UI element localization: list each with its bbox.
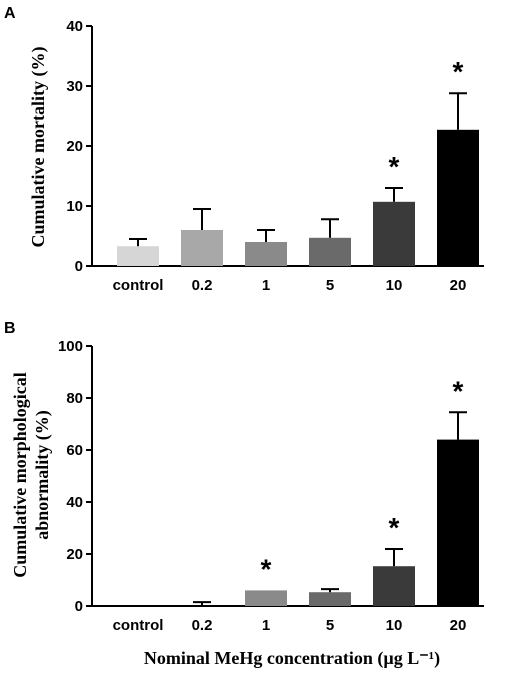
panel-0-bar [245, 242, 287, 266]
panel-b-y-axis-label-line1: Cumulative morphological [10, 372, 30, 578]
panel-0-y-tick-label: 0 [75, 258, 83, 275]
panel-b-x-axis-label: Nominal MeHg concentration (µg L⁻¹) [144, 648, 440, 669]
panel-1-x-tick-label: 10 [386, 617, 403, 634]
panel-1-y-tick-label: 80 [66, 390, 83, 407]
panel-1-x-tick-label: 0.2 [192, 617, 213, 634]
panel-0-bar [373, 201, 415, 266]
panel-1-x-tick-label: control [113, 617, 164, 634]
panel-0-x-tick-label: 0.2 [192, 277, 213, 294]
panel-0-y-tick-label: 30 [66, 78, 83, 95]
panel-0-bar [117, 246, 159, 266]
panel-a-mortality-chart: A Cumulative mortality (%) 0 10 20 30 40 cont… [4, 5, 484, 294]
panel-0-x-tick-label: 5 [326, 277, 334, 294]
panel-b-y-axis-label-line2: abnormality (%) [32, 410, 53, 540]
panel-1-bar [373, 566, 415, 606]
panel-b-label: B [4, 320, 16, 337]
panel-1-y-tick-label: 60 [66, 442, 83, 459]
panel-1-significance-marker: * [389, 512, 400, 543]
panel-a-y-axis-label: Cumulative mortality (%) [28, 47, 49, 248]
panel-0-x-tick-label: 1 [262, 277, 270, 294]
panel-0-significance-marker: * [453, 56, 464, 87]
panel-0-bar [309, 237, 351, 266]
panel-a-plot-area: 0 10 20 30 40 control 0.2 1 5 * 10 * 20 [66, 18, 484, 294]
panel-1-x-tick-label: 20 [450, 617, 467, 634]
panel-0-y-tick-label: 10 [66, 198, 83, 215]
panel-1-bar [245, 590, 287, 606]
panel-b-plot-area: 0 20 40 60 80 100 control 0.2 * 1 5 * 10 * 20 [58, 338, 484, 634]
panel-0-x-tick-label: control [113, 277, 164, 294]
panel-1-x-tick-label: 1 [262, 617, 270, 634]
panel-0-y-tick-label: 20 [66, 138, 83, 155]
panel-1-x-tick-label: 5 [326, 617, 334, 634]
panel-1-bar [309, 592, 351, 606]
panel-1-y-tick-label: 0 [75, 598, 83, 615]
panel-0-x-tick-label: 10 [386, 277, 403, 294]
panel-0-bar [437, 129, 479, 266]
panel-1-y-tick-label: 20 [66, 546, 83, 563]
panel-b-abnormality-chart: B Cumulative morphological abnormality (… [4, 320, 484, 669]
panel-0-x-tick-label: 20 [450, 277, 467, 294]
panel-1-y-tick-label: 40 [66, 494, 83, 511]
panel-1-significance-marker: * [453, 375, 464, 406]
panel-1-y-tick-label: 100 [58, 338, 83, 355]
panel-0-significance-marker: * [389, 151, 400, 182]
panel-1-significance-marker: * [261, 553, 272, 584]
panel-0-y-tick-label: 40 [66, 18, 83, 35]
panel-0-bar [181, 230, 223, 266]
panel-1-bar [437, 439, 479, 606]
panel-a-label: A [4, 5, 16, 22]
